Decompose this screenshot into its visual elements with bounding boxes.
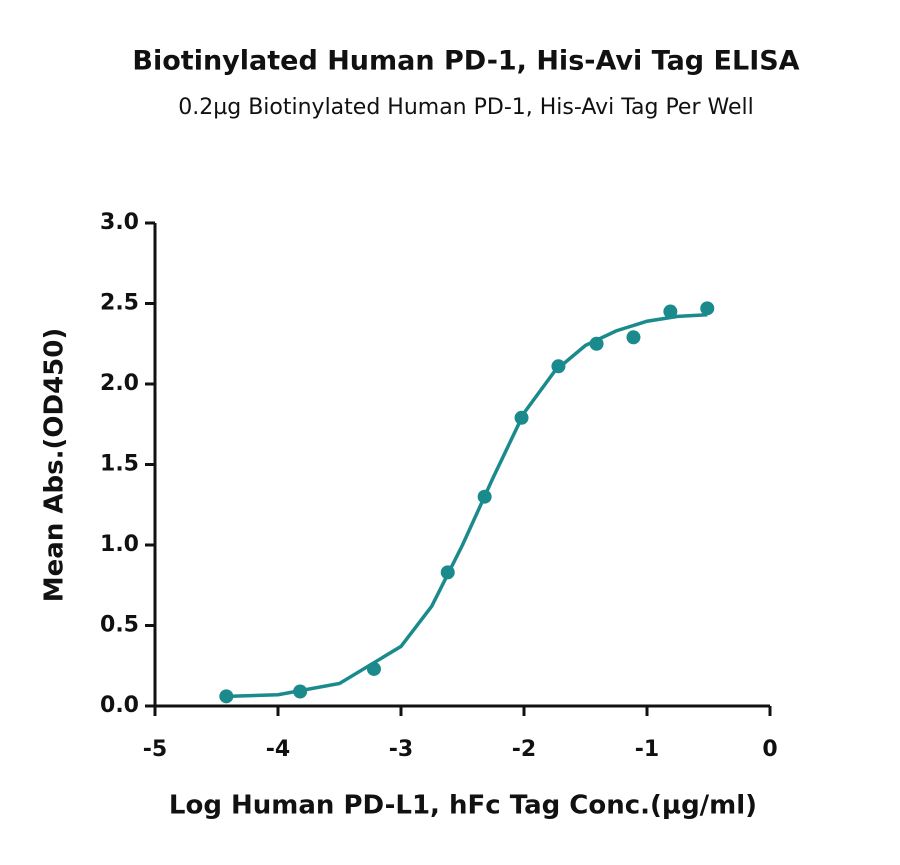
y-axis-label: Mean Abs.(OD450): [40, 328, 70, 602]
y-tick-label: 3.0: [100, 210, 139, 235]
data-point: [626, 330, 641, 345]
chart-title: Biotinylated Human PD-1, His-Avi Tag ELI…: [132, 46, 799, 77]
x-axis-label: Log Human PD-L1, hFc Tag Conc.(µg/ml): [169, 791, 757, 821]
fit-curve: [226, 313, 708, 699]
y-tick-label: 0.0: [100, 693, 139, 718]
y-tick-label: 2.5: [100, 291, 139, 316]
data-point: [663, 304, 678, 319]
x-tick-label: 0: [762, 737, 777, 762]
x-tick-label: -4: [266, 737, 290, 762]
y-tick-label: 1.0: [100, 532, 139, 557]
x-tick-label: -1: [635, 737, 659, 762]
y-tick-label: 2.0: [100, 371, 139, 396]
data-point: [700, 301, 715, 316]
x-tick-label: -5: [143, 737, 167, 762]
chart-subtitle: 0.2µg Biotinylated Human PD-1, His-Avi T…: [178, 95, 753, 120]
x-tick-label: -2: [512, 737, 536, 762]
y-tick-label: 1.5: [100, 452, 139, 477]
x-tick-label: -3: [389, 737, 413, 762]
y-tick-label: 0.5: [100, 613, 139, 638]
